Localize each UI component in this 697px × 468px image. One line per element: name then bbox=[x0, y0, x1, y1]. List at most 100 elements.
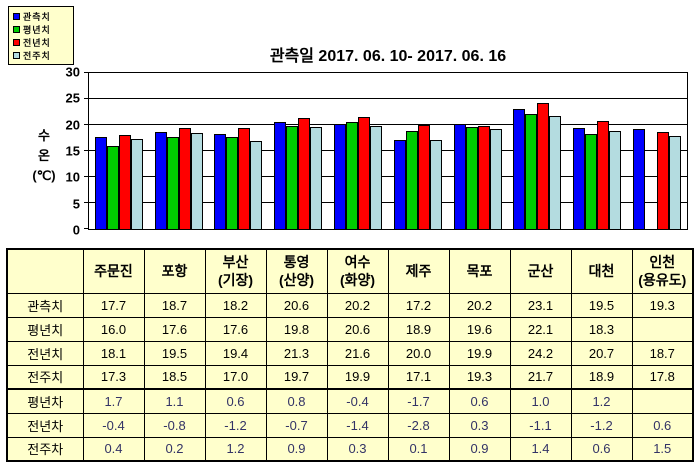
row-label-관측치: 관측치 bbox=[6, 292, 84, 318]
table-cell: 19.5 bbox=[570, 292, 633, 318]
table-cell: 0.6 bbox=[448, 388, 511, 414]
table-cell: 1.4 bbox=[509, 436, 572, 462]
table-cell: 24.2 bbox=[509, 340, 572, 366]
bar-관측치-대천 bbox=[573, 127, 586, 229]
table-cell: 23.1 bbox=[509, 292, 572, 318]
bar-group-제주 bbox=[388, 73, 448, 229]
table-cell: 17.0 bbox=[204, 364, 267, 390]
table-cell: 19.6 bbox=[448, 316, 511, 342]
bar-전주치-여수(화양) bbox=[370, 125, 383, 229]
bar-전년치-목포 bbox=[477, 125, 490, 229]
bar-전주치-군산 bbox=[549, 116, 562, 229]
table-cell: 18.5 bbox=[143, 364, 206, 390]
y-tick-label-0: 0 bbox=[72, 222, 80, 238]
bar-전년치-군산 bbox=[537, 103, 550, 229]
bar-전년치-제주 bbox=[417, 125, 430, 229]
table-cell: 19.3 bbox=[448, 364, 511, 390]
table-cell: -1.2 bbox=[204, 412, 267, 438]
bar-평년치-제주 bbox=[405, 130, 418, 229]
bar-전년치-주문진 bbox=[118, 134, 131, 229]
column-header-군산: 군산 bbox=[509, 248, 572, 294]
bar-전주치-부산(기장) bbox=[250, 140, 263, 229]
table-row-관측치: 관측치 17.7 18.7 18.2 20.6 20.2 17.2 20.2 23.1 19.5 1… bbox=[6, 292, 694, 318]
table-cell: 19.4 bbox=[204, 340, 267, 366]
table-cell: 20.6 bbox=[326, 316, 389, 342]
table-cell: 20.2 bbox=[448, 292, 511, 318]
bar-전주치-주문진 bbox=[130, 139, 143, 229]
table-cell: -1.1 bbox=[509, 412, 572, 438]
table-cell: 1.5 bbox=[631, 436, 694, 462]
table-cell: 0.1 bbox=[387, 436, 450, 462]
y-axis-title: 수 온 (℃) bbox=[20, 126, 68, 186]
legend-swatch-icon bbox=[13, 26, 20, 33]
y-tick-mark-10 bbox=[84, 176, 89, 178]
y-axis-title-line: 수 bbox=[38, 128, 50, 143]
column-header-통영(산양): 통영 (산양) bbox=[265, 248, 328, 294]
table-cell: 1.0 bbox=[509, 388, 572, 414]
table-cell: 0.8 bbox=[265, 388, 328, 414]
table-cell: 16.0 bbox=[82, 316, 145, 342]
table-cell: 1.7 bbox=[82, 388, 145, 414]
table-cell: 1.1 bbox=[143, 388, 206, 414]
table-row-전년치: 전년치 18.1 19.5 19.4 21.3 21.6 20.0 19.9 24.2 20.7 1… bbox=[6, 340, 694, 366]
gridline-10 bbox=[89, 176, 687, 177]
table-header-row: 주문진 포항 부산 (기장) 통영 (산양) 여수 (화양) 제주 목포 군산 대천 인천 (용유… bbox=[6, 248, 694, 294]
legend-item-평년치: 평년치 bbox=[13, 23, 69, 36]
column-header-부산(기장): 부산 (기장) bbox=[204, 248, 267, 294]
table-cell: 0.4 bbox=[82, 436, 145, 462]
table-cell: 0.2 bbox=[143, 436, 206, 462]
table-cell: 0.3 bbox=[448, 412, 511, 438]
legend-swatch-icon bbox=[13, 52, 20, 59]
bar-group-인천(용유도) bbox=[627, 73, 687, 229]
table-cell: 19.3 bbox=[631, 292, 694, 318]
legend-swatch-icon bbox=[13, 13, 20, 20]
table-cell: 21.7 bbox=[509, 364, 572, 390]
bar-전년치-대천 bbox=[597, 121, 610, 229]
table-row-평년차: 평년차 1.7 1.1 0.6 0.8 -0.4 -1.7 0.6 1.0 1.2 bbox=[6, 388, 694, 414]
table-cell: 18.7 bbox=[143, 292, 206, 318]
bar-전년치-통영(산양) bbox=[298, 118, 311, 229]
table-cell: 18.9 bbox=[570, 364, 633, 390]
bar-평년치-통영(산양) bbox=[286, 126, 299, 229]
table-cell: 17.2 bbox=[387, 292, 450, 318]
gridline-20 bbox=[89, 124, 687, 125]
table-corner-cell bbox=[6, 248, 84, 294]
table-cell: 18.7 bbox=[631, 340, 694, 366]
bar-평년치-대천 bbox=[585, 133, 598, 229]
bar-전년치-포항 bbox=[178, 127, 191, 229]
bar-group-통영(산양) bbox=[268, 73, 328, 229]
bar-관측치-주문진 bbox=[94, 136, 107, 229]
bar-관측치-제주 bbox=[393, 139, 406, 229]
table-cell: 17.8 bbox=[631, 364, 694, 390]
table-cell: -1.2 bbox=[570, 412, 633, 438]
table-cell: 0.9 bbox=[265, 436, 328, 462]
table-cell: 22.1 bbox=[509, 316, 572, 342]
bar-관측치-여수(화양) bbox=[334, 123, 347, 229]
plot-area bbox=[84, 72, 688, 230]
table-cell bbox=[631, 388, 694, 414]
table-cell: -0.7 bbox=[265, 412, 328, 438]
table-cell: 20.7 bbox=[570, 340, 633, 366]
table-cell: 19.5 bbox=[143, 340, 206, 366]
table-cell: 0.9 bbox=[448, 436, 511, 462]
y-tick-mark-5 bbox=[84, 202, 89, 204]
table-cell: 21.6 bbox=[326, 340, 389, 366]
chart-title: 관측일 2017. 06. 10- 2017. 06. 16 bbox=[269, 48, 507, 65]
legend-item-label: 전주치 bbox=[23, 51, 51, 61]
legend-item-label: 관측치 bbox=[23, 12, 51, 22]
table-cell: -1.7 bbox=[387, 388, 450, 414]
table-cell: -2.8 bbox=[387, 412, 450, 438]
y-axis-title-line: 온 bbox=[38, 148, 50, 163]
bar-groups bbox=[89, 73, 687, 229]
bar-평년치-주문진 bbox=[106, 145, 119, 229]
bar-전주치-통영(산양) bbox=[310, 126, 323, 229]
table-cell: 17.7 bbox=[82, 292, 145, 318]
bar-group-목포 bbox=[448, 73, 508, 229]
bar-평년치-포항 bbox=[166, 137, 179, 229]
table-cell: 19.9 bbox=[448, 340, 511, 366]
y-tick-mark-20 bbox=[84, 124, 89, 126]
legend-item-전년치: 전년치 bbox=[13, 36, 69, 49]
bar-전년치-부산(기장) bbox=[238, 128, 251, 229]
bar-group-대천 bbox=[567, 73, 627, 229]
row-label-전주차: 전주차 bbox=[6, 436, 84, 462]
